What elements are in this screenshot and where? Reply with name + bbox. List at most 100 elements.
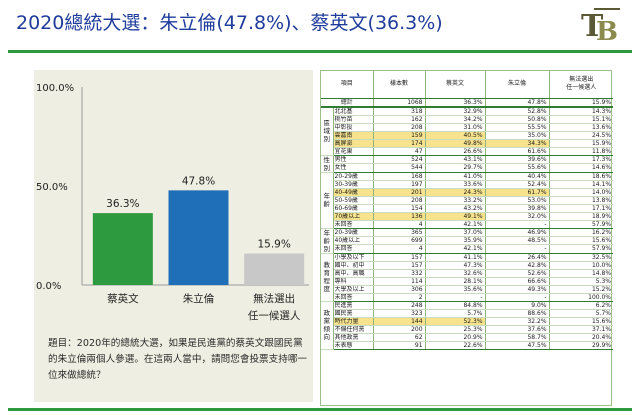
percent-cell: 61.7% — [484, 188, 550, 197]
table-header-cell: 朱立倫 — [484, 71, 550, 99]
row-label: 女性 — [333, 163, 374, 173]
table-row: 國民黨 323 5.7% 88.6% 5.7% — [321, 309, 614, 318]
percent-cell: 15.6% — [548, 236, 614, 246]
title-divider — [8, 50, 632, 53]
table-row: 不偏任何黨 200 25.3% 37.6% 37.1% — [321, 325, 614, 334]
percent-cell: 58.7% — [484, 333, 550, 342]
row-label: 國民黨 — [333, 309, 374, 318]
percent-cell: 52.3% — [424, 317, 486, 326]
category-label: 任一候選人 — [248, 309, 301, 322]
percent-cell: 20.9% — [424, 333, 486, 342]
percent-cell: 49.3% — [484, 285, 550, 294]
row-label: 其他政黨 — [333, 333, 374, 342]
sample-size: 200 — [372, 325, 426, 334]
sample-size: 208 — [372, 196, 426, 205]
sample-size: 1068 — [372, 98, 426, 108]
sample-size: 306 — [372, 285, 426, 294]
data-label: 15.9% — [257, 239, 290, 251]
percent-cell: 14.3% — [548, 106, 614, 116]
category-label: 朱立倫 — [183, 292, 215, 305]
percent-cell: 15.2% — [548, 285, 614, 294]
sample-size: 365 — [372, 228, 426, 237]
percent-cell: 40.4% — [484, 172, 550, 181]
sample-size: 197 — [372, 180, 426, 189]
percent-cell: 24.5% — [548, 131, 614, 140]
chart-panel: 100.0% 50.0% 0.0% 36.3% 蔡英文 47.8% 朱立倫 15.9% 無法選出… — [34, 70, 313, 402]
row-label: 桃竹苗 — [333, 115, 374, 124]
crosstab-table: 項目 樣本數 蔡英文 朱立倫 無法選出 任一候選人 總計 1068 36.3% 47.8% 15.… — [320, 70, 614, 406]
row-label: 30-39歲 — [333, 180, 374, 189]
percent-cell: 15.9% — [548, 98, 614, 108]
sample-size: 174 — [372, 139, 426, 148]
group-label: 性別 — [321, 155, 334, 173]
percent-cell: 25.3% — [424, 325, 486, 334]
page-title: 2020總統大選：朱立倫(47.8%)、蔡英文(36.3%) — [16, 12, 443, 34]
percent-cell: 28.1% — [424, 277, 486, 286]
table-row: 高中、高職 332 32.6% 52.6% 14.8% — [321, 269, 614, 278]
percent-cell: 42.8% — [484, 261, 550, 270]
percent-cell: 14.8% — [548, 269, 614, 278]
percent-cell: 40.5% — [424, 131, 486, 140]
percent-cell: 52.4% — [484, 180, 550, 189]
group-label: 年齡 — [321, 172, 334, 229]
table-row: 40歲以上 699 35.9% 48.5% 15.6% — [321, 236, 614, 246]
percent-cell: 17.3% — [548, 155, 614, 164]
bar-2 — [244, 253, 305, 285]
sample-size: 524 — [372, 155, 426, 164]
sample-size: 136 — [372, 212, 426, 221]
sample-size: 248 — [372, 301, 426, 310]
percent-cell: 22.6% — [424, 341, 486, 350]
sample-size: 47 — [372, 147, 426, 156]
table-row: 性別男性 524 43.1% 39.6% 17.3% — [321, 155, 614, 173]
table-row: 未回答 4 42.1% -57.9% — [321, 220, 614, 229]
data-label: 36.3% — [106, 198, 139, 210]
table-row: 40-49歲 201 24.3% 61.7% 14.0% — [321, 188, 614, 197]
percent-cell: 47.8% — [484, 98, 550, 108]
sample-size: 318 — [372, 106, 426, 116]
percent-cell: 32.9% — [424, 106, 486, 116]
row-label: 70歲以上 — [333, 212, 374, 221]
category-label: 無法選出 — [253, 292, 295, 305]
table-row: 中彰投 208 31.0% 55.5% 13.6% — [321, 123, 614, 132]
bar-1 — [168, 190, 229, 285]
percent-cell: 48.5% — [484, 236, 550, 246]
percent-cell: 34.2% — [424, 115, 486, 124]
sample-size: 332 — [372, 269, 426, 278]
table-header-cell: 無法選出 任一候選人 — [548, 71, 614, 99]
table-row: 高屏澎 174 49.8% 34.3% 15.9% — [321, 139, 614, 148]
sample-size: 144 — [372, 317, 426, 326]
percent-cell: 10.0% — [548, 261, 614, 270]
data-label: 47.8% — [182, 175, 215, 187]
y-tick-label: 50.0% — [36, 182, 68, 193]
row-label: 總計 — [321, 98, 374, 108]
crosstab: 項目 樣本數 蔡英文 朱立倫 無法選出 任一候選人 總計 1068 36.3% 47.8% 15.… — [321, 71, 614, 350]
bar-0 — [92, 213, 153, 285]
row-label: 國中、初中 — [333, 261, 374, 270]
percent-cell: 46.9% — [484, 228, 550, 237]
percent-cell: - — [484, 220, 550, 229]
row-label: 20-29歲 — [333, 172, 374, 181]
percent-cell: 14.0% — [548, 188, 614, 197]
sample-size: 699 — [372, 236, 426, 246]
percent-cell: 84.8% — [424, 301, 486, 310]
table-row: 時代力量 144 52.3% 32.2% 15.6% — [321, 317, 614, 326]
percent-cell: 31.0% — [424, 123, 486, 132]
percent-cell: 32.0% — [484, 212, 550, 221]
row-label: 小學及以下 — [333, 253, 374, 262]
sample-size: 159 — [372, 131, 426, 140]
row-label: 中彰投 — [333, 123, 374, 132]
percent-cell: 47.5% — [484, 341, 550, 350]
table-row: 大學及以上 306 35.6% 49.3% 15.2% — [321, 285, 614, 294]
percent-cell: 52.8% — [484, 106, 550, 116]
percent-cell: 26.6% — [424, 147, 486, 156]
row-label: 40歲以上 — [333, 236, 374, 246]
percent-cell: 49.1% — [424, 212, 486, 221]
sample-size: 154 — [372, 204, 426, 213]
percent-cell: 5.7% — [548, 309, 614, 318]
percent-cell: 14.1% — [548, 180, 614, 189]
percent-cell: 35.6% — [424, 285, 486, 294]
percent-cell: 15.6% — [548, 317, 614, 326]
table-row: 桃竹苗 162 34.2% 50.8% 15.1% — [321, 115, 614, 124]
bottom-divider — [8, 408, 632, 411]
percent-cell: 29.9% — [548, 341, 614, 350]
